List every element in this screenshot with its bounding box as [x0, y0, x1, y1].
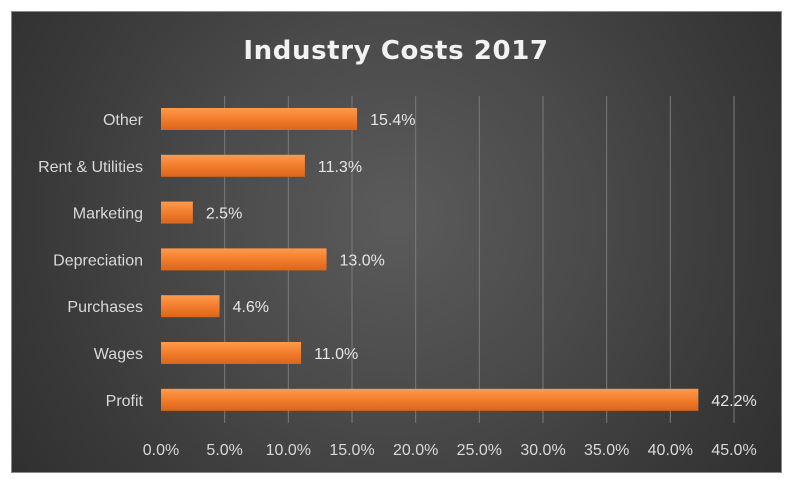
data-label: 42.2% [711, 393, 756, 410]
x-tick-label: 15.0% [329, 442, 374, 459]
gridlines [224, 96, 735, 423]
category-label: Rent & Utilities [38, 159, 143, 176]
x-tick-label: 10.0% [266, 442, 311, 459]
bar [161, 295, 220, 318]
data-label: 15.4% [370, 112, 415, 129]
category-label: Profit [106, 393, 144, 410]
x-tick-label: 40.0% [648, 442, 693, 459]
data-label: 2.5% [206, 206, 242, 223]
x-tick-label: 0.0% [143, 442, 179, 459]
bar [161, 342, 302, 364]
data-label: 11.0% [314, 346, 358, 363]
category-label: Wages [94, 346, 143, 363]
x-tick-label: 25.0% [457, 442, 502, 459]
bars [161, 108, 699, 411]
x-tick-label: 45.0% [711, 442, 756, 459]
data-label: 13.0% [340, 252, 385, 269]
x-tick-label: 35.0% [584, 442, 629, 459]
data-label: 11.3% [318, 159, 362, 176]
category-label: Marketing [73, 206, 143, 223]
data-labels: 15.4% 11.3% 2.5% 13.0% 4.6% 11.0% 42.2% [206, 112, 757, 410]
x-tick-label: 20.0% [393, 442, 438, 459]
bar [161, 201, 193, 224]
x-axis-ticks: 0.0% 5.0% 10.0% 15.0% 20.0% 25.0% 30.0% 35.0% 40… [143, 442, 757, 459]
bar [161, 108, 358, 130]
data-label: 4.6% [233, 299, 269, 316]
chart-title: Industry Costs 2017 [243, 36, 548, 66]
x-tick-label: 5.0% [206, 442, 242, 459]
category-label: Purchases [67, 299, 143, 316]
bar [161, 154, 305, 177]
bar [161, 388, 699, 411]
category-label: Depreciation [53, 252, 143, 269]
x-tick-label: 30.0% [520, 442, 565, 459]
category-label: Other [103, 112, 144, 129]
bar [161, 248, 327, 271]
category-labels: Other Rent & Utilities Marketing Depreciati… [38, 112, 144, 410]
